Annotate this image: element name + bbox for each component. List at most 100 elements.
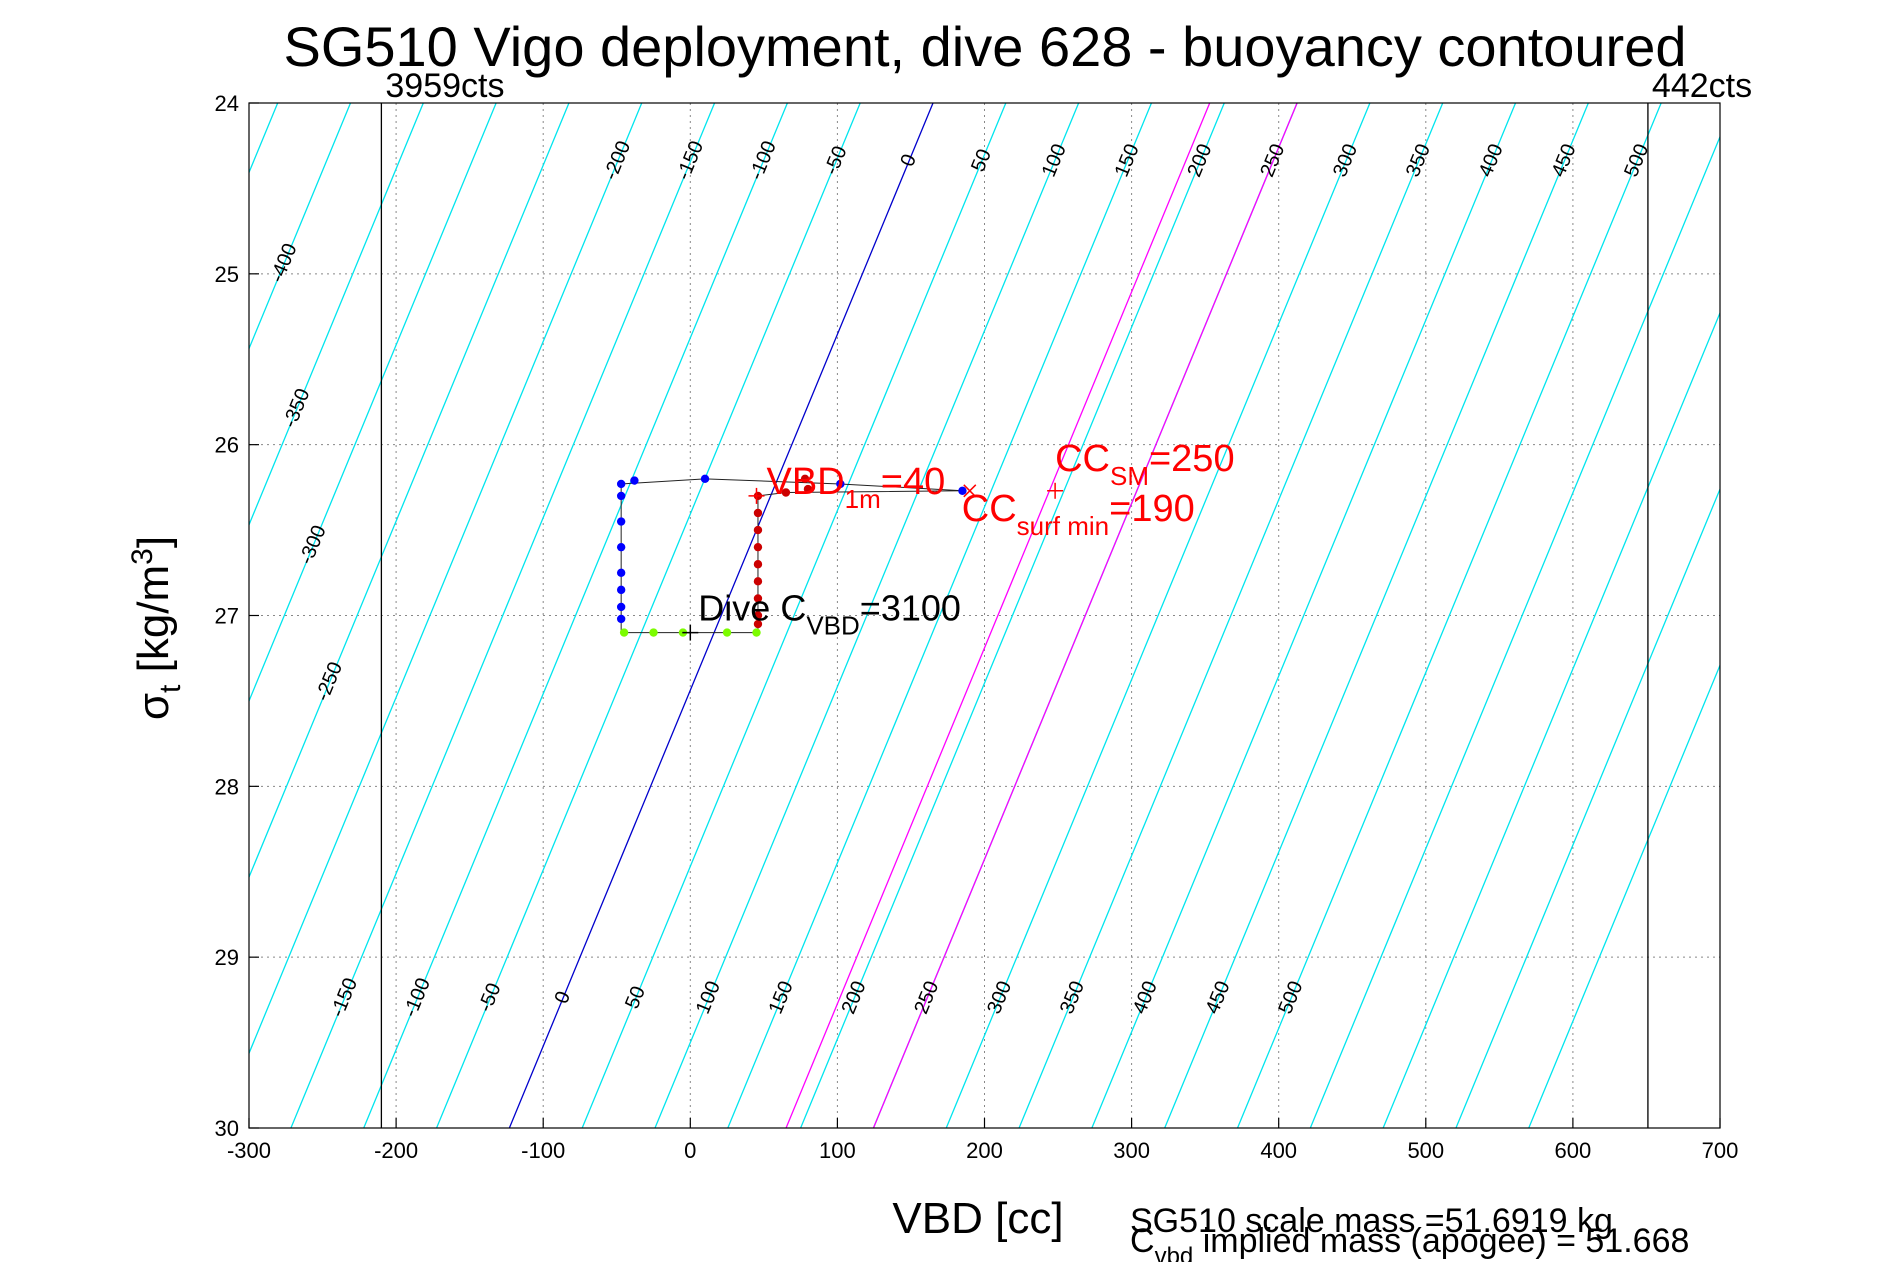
y-axis-label: σt [kg/m3]	[126, 536, 187, 720]
y-axis-unit: [kg/m	[129, 565, 178, 685]
vbd-limits: 3959cts 442cts	[380, 67, 1752, 1128]
series-point	[753, 619, 763, 629]
series-point	[836, 479, 845, 489]
footer-implied-rest: implied mass (apogee) = 51.668	[1193, 1222, 1689, 1260]
series-point	[619, 628, 629, 637]
series-point	[616, 568, 626, 577]
series-point	[722, 628, 732, 637]
chart-title: SG510 Vigo deployment, dive 628 - buoyan…	[283, 15, 1686, 78]
x-tick-label: 200	[966, 1138, 1003, 1163]
series-point	[753, 577, 763, 586]
dive-series	[616, 474, 967, 637]
y-tick-label: 25	[215, 262, 239, 287]
series-point	[616, 479, 626, 489]
series-point	[753, 594, 763, 603]
contour-line	[290, 103, 716, 1128]
footer-implied-c: C	[1130, 1222, 1155, 1260]
contour-line	[1091, 103, 1517, 1128]
series-point	[958, 486, 967, 495]
contour-line	[249, 103, 424, 527]
x-tick-label: 500	[1407, 1138, 1444, 1163]
annotation-sub: 1m	[845, 484, 881, 514]
series-point	[616, 517, 626, 526]
y-tick-label: 26	[215, 433, 239, 458]
y-tick-label: 28	[215, 774, 239, 799]
svg-text:σt [kg/m3]: σt [kg/m3]	[126, 536, 187, 720]
y-tick-label: 29	[215, 945, 239, 970]
x-tick-label: 700	[1702, 1138, 1739, 1163]
annotation-value: =250	[1149, 438, 1235, 480]
annotation-sub: VBD	[806, 611, 859, 641]
contour-line	[945, 103, 1371, 1128]
annotation-label: CCSM=250	[1055, 438, 1234, 491]
contour-line	[0, 103, 132, 1128]
contour-line	[508, 103, 934, 1128]
series-point	[753, 611, 763, 620]
series-point	[630, 476, 639, 485]
series-point	[753, 560, 763, 569]
annotation-value: =3100	[860, 588, 961, 629]
x-tick-label: 600	[1555, 1138, 1592, 1163]
contour-line	[435, 103, 861, 1128]
y-tick-label: 24	[215, 91, 239, 116]
contour-line	[1528, 663, 1720, 1128]
contour-line	[1309, 135, 1720, 1128]
series-point	[753, 525, 763, 535]
series-point	[803, 484, 813, 494]
series-point	[616, 491, 626, 501]
y-axis-sub: t	[154, 684, 187, 693]
annotation-label: CCsurf min=190	[962, 488, 1195, 541]
contour-line	[1018, 103, 1444, 1128]
contour-line	[1236, 103, 1662, 1128]
series-point	[753, 542, 763, 552]
y-axis-sup: 3	[126, 548, 159, 565]
y-tick-label: 30	[215, 1116, 239, 1141]
annotation-main: VBD	[766, 461, 844, 503]
contour-line	[0, 103, 59, 1128]
annotation-label: VBD1m=40	[766, 461, 945, 514]
footer-scale-mass: SG510 scale mass =51.6919 kg	[1130, 1202, 1613, 1240]
contour-line	[654, 103, 1080, 1128]
contour-line	[249, 103, 570, 879]
contour-line	[1382, 311, 1720, 1128]
series-point	[781, 488, 791, 497]
contour-line	[249, 103, 352, 351]
annotation-main: CC	[962, 488, 1017, 530]
series-point	[700, 474, 710, 484]
series-point	[616, 585, 626, 595]
x-tick-label: -100	[521, 1138, 565, 1163]
contour-line	[581, 103, 1007, 1128]
footer-implied-mass: Cvbd implied mass (apogee) = 51.668	[1130, 1222, 1689, 1262]
x-tick-label: -300	[227, 1138, 271, 1163]
annotation-sub: surf min	[1017, 511, 1109, 541]
x-tick-label: 300	[1113, 1138, 1150, 1163]
axis-ticks: -300 -200 -100 0 100 200 300 400 500 600 700 24 25 26…	[215, 91, 1739, 1163]
x-axis-label: VBD [cc]	[892, 1194, 1063, 1243]
x-tick-label: 0	[684, 1138, 696, 1163]
annotation-label: Dive CVBD=3100	[698, 588, 961, 641]
x-tick-label: 400	[1260, 1138, 1297, 1163]
vbd-limit-label: 3959cts	[385, 67, 504, 105]
contour-line	[249, 103, 643, 1055]
annotation-main: Dive C	[698, 588, 806, 629]
annotation-sub: SM	[1110, 461, 1149, 491]
footer-implied-sub: vbd	[1155, 1243, 1194, 1262]
contour-line	[727, 103, 1153, 1128]
annotation-value: =40	[881, 461, 945, 503]
series-point	[616, 542, 626, 552]
series-point	[616, 602, 626, 612]
y-tick-label: 27	[215, 604, 239, 629]
series-point	[649, 628, 658, 637]
y-axis-sigma: σ	[129, 693, 178, 720]
contour-line-highlight	[872, 103, 1298, 1128]
vbd-limit-label: 442cts	[1652, 67, 1752, 105]
series-point	[753, 508, 763, 518]
contour-line-highlight	[785, 103, 1211, 1128]
contour-line	[249, 103, 497, 703]
series-point	[800, 474, 810, 484]
x-tick-label: 100	[819, 1138, 856, 1163]
series-point	[752, 628, 761, 637]
series-point	[616, 614, 626, 624]
